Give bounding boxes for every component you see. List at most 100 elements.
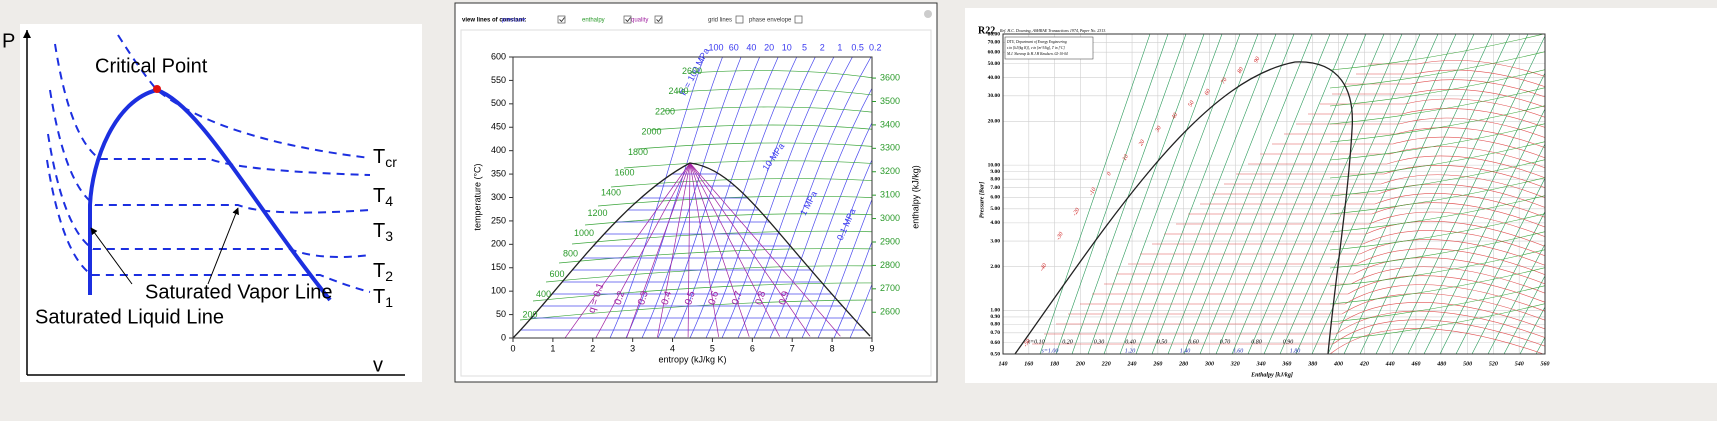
isentrope xyxy=(1487,243,1545,354)
x-tick-label: 200 xyxy=(1075,361,1085,367)
x-tick-label: 560 xyxy=(1541,361,1550,367)
temperature-label: 80 xyxy=(1237,66,1245,74)
temperature-label: 70 xyxy=(1220,77,1228,85)
isotherm-subscript: 3 xyxy=(385,228,393,244)
checkbox-label: enthalpy xyxy=(582,18,605,24)
saturation-dome xyxy=(88,87,332,302)
isotherm xyxy=(1164,221,1545,247)
y2-tick-label: 3300 xyxy=(880,143,900,153)
isotherm xyxy=(1212,183,1545,208)
x-tick-label: 460 xyxy=(1410,361,1420,367)
x-tick-label: 9 xyxy=(869,343,874,353)
y-tick-label: 50 xyxy=(496,309,506,319)
x-tick-label: 140 xyxy=(999,361,1008,367)
enthalpy-line-label: 2200 xyxy=(655,106,675,116)
quality-label: 0.80 xyxy=(1251,339,1262,345)
x-tick-label: 3 xyxy=(630,343,635,353)
quality-label: 0.20 xyxy=(1062,339,1073,345)
isotherm xyxy=(1068,293,1545,321)
pressure-tick-label: 1 xyxy=(837,42,842,52)
checkbox-label: grid lines xyxy=(708,18,732,24)
isotherm xyxy=(1308,108,1545,128)
temperature-label: 90 xyxy=(1253,56,1261,64)
isotherm xyxy=(1116,257,1545,285)
y-tick-label: 550 xyxy=(491,75,506,85)
quality-line-label: 0.9 xyxy=(777,289,792,306)
y2-tick-label: 3200 xyxy=(880,166,900,176)
y-tick-label: 200 xyxy=(491,239,506,249)
pressure-line xyxy=(641,57,742,338)
y-tick-label: 6.00 xyxy=(990,195,1000,201)
x-tick-label: 500 xyxy=(1463,361,1472,367)
y-tick-label: 400 xyxy=(491,145,506,155)
pressure-tick-label: 10 xyxy=(782,42,792,52)
quality-line-label: 0.3 xyxy=(636,289,651,306)
enthalpy-line xyxy=(610,178,872,188)
x-tick-label: 220 xyxy=(1101,361,1111,367)
isotherm xyxy=(1080,284,1545,312)
note-line: s in [kJ/(kg K)], v in [m^3/kg], T in [º… xyxy=(1007,46,1065,51)
entropy-label: s=1.00 xyxy=(1042,348,1059,354)
quality-line xyxy=(689,163,785,338)
quality-label: 0.40 xyxy=(1125,338,1136,345)
checkbox[interactable] xyxy=(654,15,663,24)
pressure-line xyxy=(721,57,835,338)
x-tick-label: 260 xyxy=(1152,361,1162,367)
checkbox[interactable] xyxy=(623,15,632,24)
y-axis-title: temperature (°C) xyxy=(472,163,482,230)
y-tick-label: 30.00 xyxy=(988,93,1001,99)
x-tick-label: 360 xyxy=(1281,361,1291,367)
isotherm xyxy=(1320,98,1545,118)
axis-label: v xyxy=(373,354,383,376)
y-tick-label: 40.00 xyxy=(988,75,1001,81)
close-button[interactable] xyxy=(924,10,932,18)
isochore xyxy=(1329,69,1545,107)
isotherm-label: Tcr xyxy=(373,146,397,169)
y-tick-label: 4.00 xyxy=(990,220,1000,226)
x-tick-label: 440 xyxy=(1385,361,1395,367)
panel-background xyxy=(20,24,422,382)
pressure-line xyxy=(849,283,872,338)
isotherm-subscript: 4 xyxy=(385,193,393,209)
y-tick-label: 9.00 xyxy=(990,169,1000,175)
entropy-label: 1.40 xyxy=(1180,347,1191,354)
checkbox[interactable] xyxy=(735,15,744,24)
temperature-label: 20 xyxy=(1138,139,1146,147)
quality-value: 0.3 xyxy=(636,289,651,306)
y2-tick-label: 2600 xyxy=(880,307,900,317)
y-tick-label: 0 xyxy=(501,332,506,342)
pressure-line xyxy=(769,87,872,338)
isotherm xyxy=(1260,146,1545,169)
y-tick-label: 20.00 xyxy=(988,119,1001,125)
y2-tick-label: 3600 xyxy=(880,72,900,82)
quality-line-label: 0.5 xyxy=(683,289,698,306)
note-box xyxy=(1004,36,1094,60)
enthalpy-line-label: 2000 xyxy=(641,127,661,137)
isentrope xyxy=(1103,34,1223,354)
isotherm xyxy=(1020,328,1545,354)
checkbox[interactable] xyxy=(794,15,803,24)
quality-value: 0.8 xyxy=(753,289,768,306)
isotherm xyxy=(49,89,371,214)
quality-line xyxy=(687,163,691,338)
x-axis-title: Enthalpy [kJ/kg] xyxy=(1250,372,1293,378)
axis-arrow xyxy=(23,30,31,38)
x-tick-label: 520 xyxy=(1489,361,1498,367)
critical-point xyxy=(153,85,161,93)
y2-tick-label: 3500 xyxy=(880,96,900,106)
isentrope xyxy=(1471,210,1545,354)
isotherm-subscript: 2 xyxy=(385,268,393,284)
isotherm xyxy=(1032,319,1545,347)
enthalpy-line xyxy=(649,124,872,131)
checkbox[interactable] xyxy=(557,15,566,24)
isotherm-name: T xyxy=(373,260,385,282)
y-tick-label: 60.00 xyxy=(988,49,1001,55)
isotherm-label: T2 xyxy=(373,260,393,283)
temperature-label: 0 xyxy=(1106,171,1113,177)
isentrope xyxy=(1055,34,1169,354)
entropy-label: 1.80 xyxy=(1290,348,1301,354)
y2-tick-label: 3100 xyxy=(880,190,900,200)
pressure-line xyxy=(753,57,872,338)
isotherm xyxy=(1368,60,1545,77)
isentrope xyxy=(1407,72,1545,354)
